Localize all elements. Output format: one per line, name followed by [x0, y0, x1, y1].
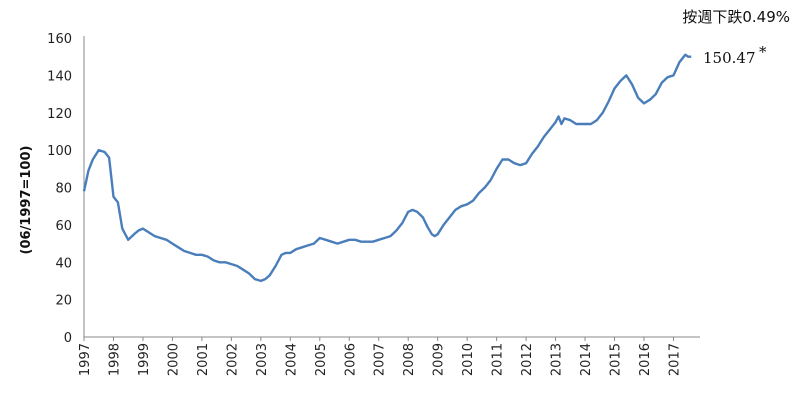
x-tick-label: 2010: [461, 343, 476, 376]
x-tick-label: 2006: [343, 343, 358, 376]
x-tick-label: 2012: [520, 343, 535, 376]
y-tick-label: 40: [55, 256, 72, 271]
x-tick-label: 1999: [137, 343, 152, 376]
y-tick-label: 60: [55, 219, 72, 234]
x-tick-label: 2005: [314, 343, 329, 376]
x-tick-label: 2014: [579, 343, 594, 376]
series-line: [82, 53, 692, 283]
y-axis-ticks: 0 20 40 60 80 100 120 140 160: [47, 32, 72, 346]
x-tick-label: 2011: [491, 343, 506, 376]
x-tick-label: 2007: [373, 343, 388, 376]
y-tick-label: 140: [47, 69, 72, 84]
x-tick-label: 2004: [284, 343, 299, 376]
x-tick-label: 2009: [432, 343, 447, 376]
x-tick-label: 2016: [638, 343, 653, 376]
y-tick-label: 20: [55, 294, 72, 309]
x-tick-label: 2002: [225, 343, 240, 376]
y-tick-label: 0: [64, 331, 72, 346]
x-tick-label: 2015: [609, 343, 624, 376]
x-tick-label: 1997: [78, 343, 93, 376]
x-tick-label: 1998: [107, 343, 122, 376]
y-tick-label: 80: [55, 182, 72, 197]
x-tick-label: 2008: [402, 343, 417, 376]
y-tick-label: 120: [47, 107, 72, 122]
x-tick-label: 2017: [667, 343, 682, 376]
y-tick-label: 100: [47, 144, 72, 159]
y-tick-label: 160: [47, 32, 72, 47]
weekly-change-annotation: 按週下跌0.49%: [682, 8, 790, 26]
end-value-marker: *: [759, 43, 767, 61]
x-tick-label: 2003: [255, 343, 270, 376]
y-axis-label: (06/1997=100): [19, 146, 34, 255]
end-value-label: 150.47: [703, 49, 756, 67]
x-axis-ticks: 1997 1998 1999 2000 2001 2002 2003 2004 2005 2006…: [78, 337, 682, 376]
x-tick-label: 2001: [196, 343, 211, 376]
x-tick-label: 2000: [166, 343, 181, 376]
x-tick-label: 2013: [550, 343, 565, 376]
